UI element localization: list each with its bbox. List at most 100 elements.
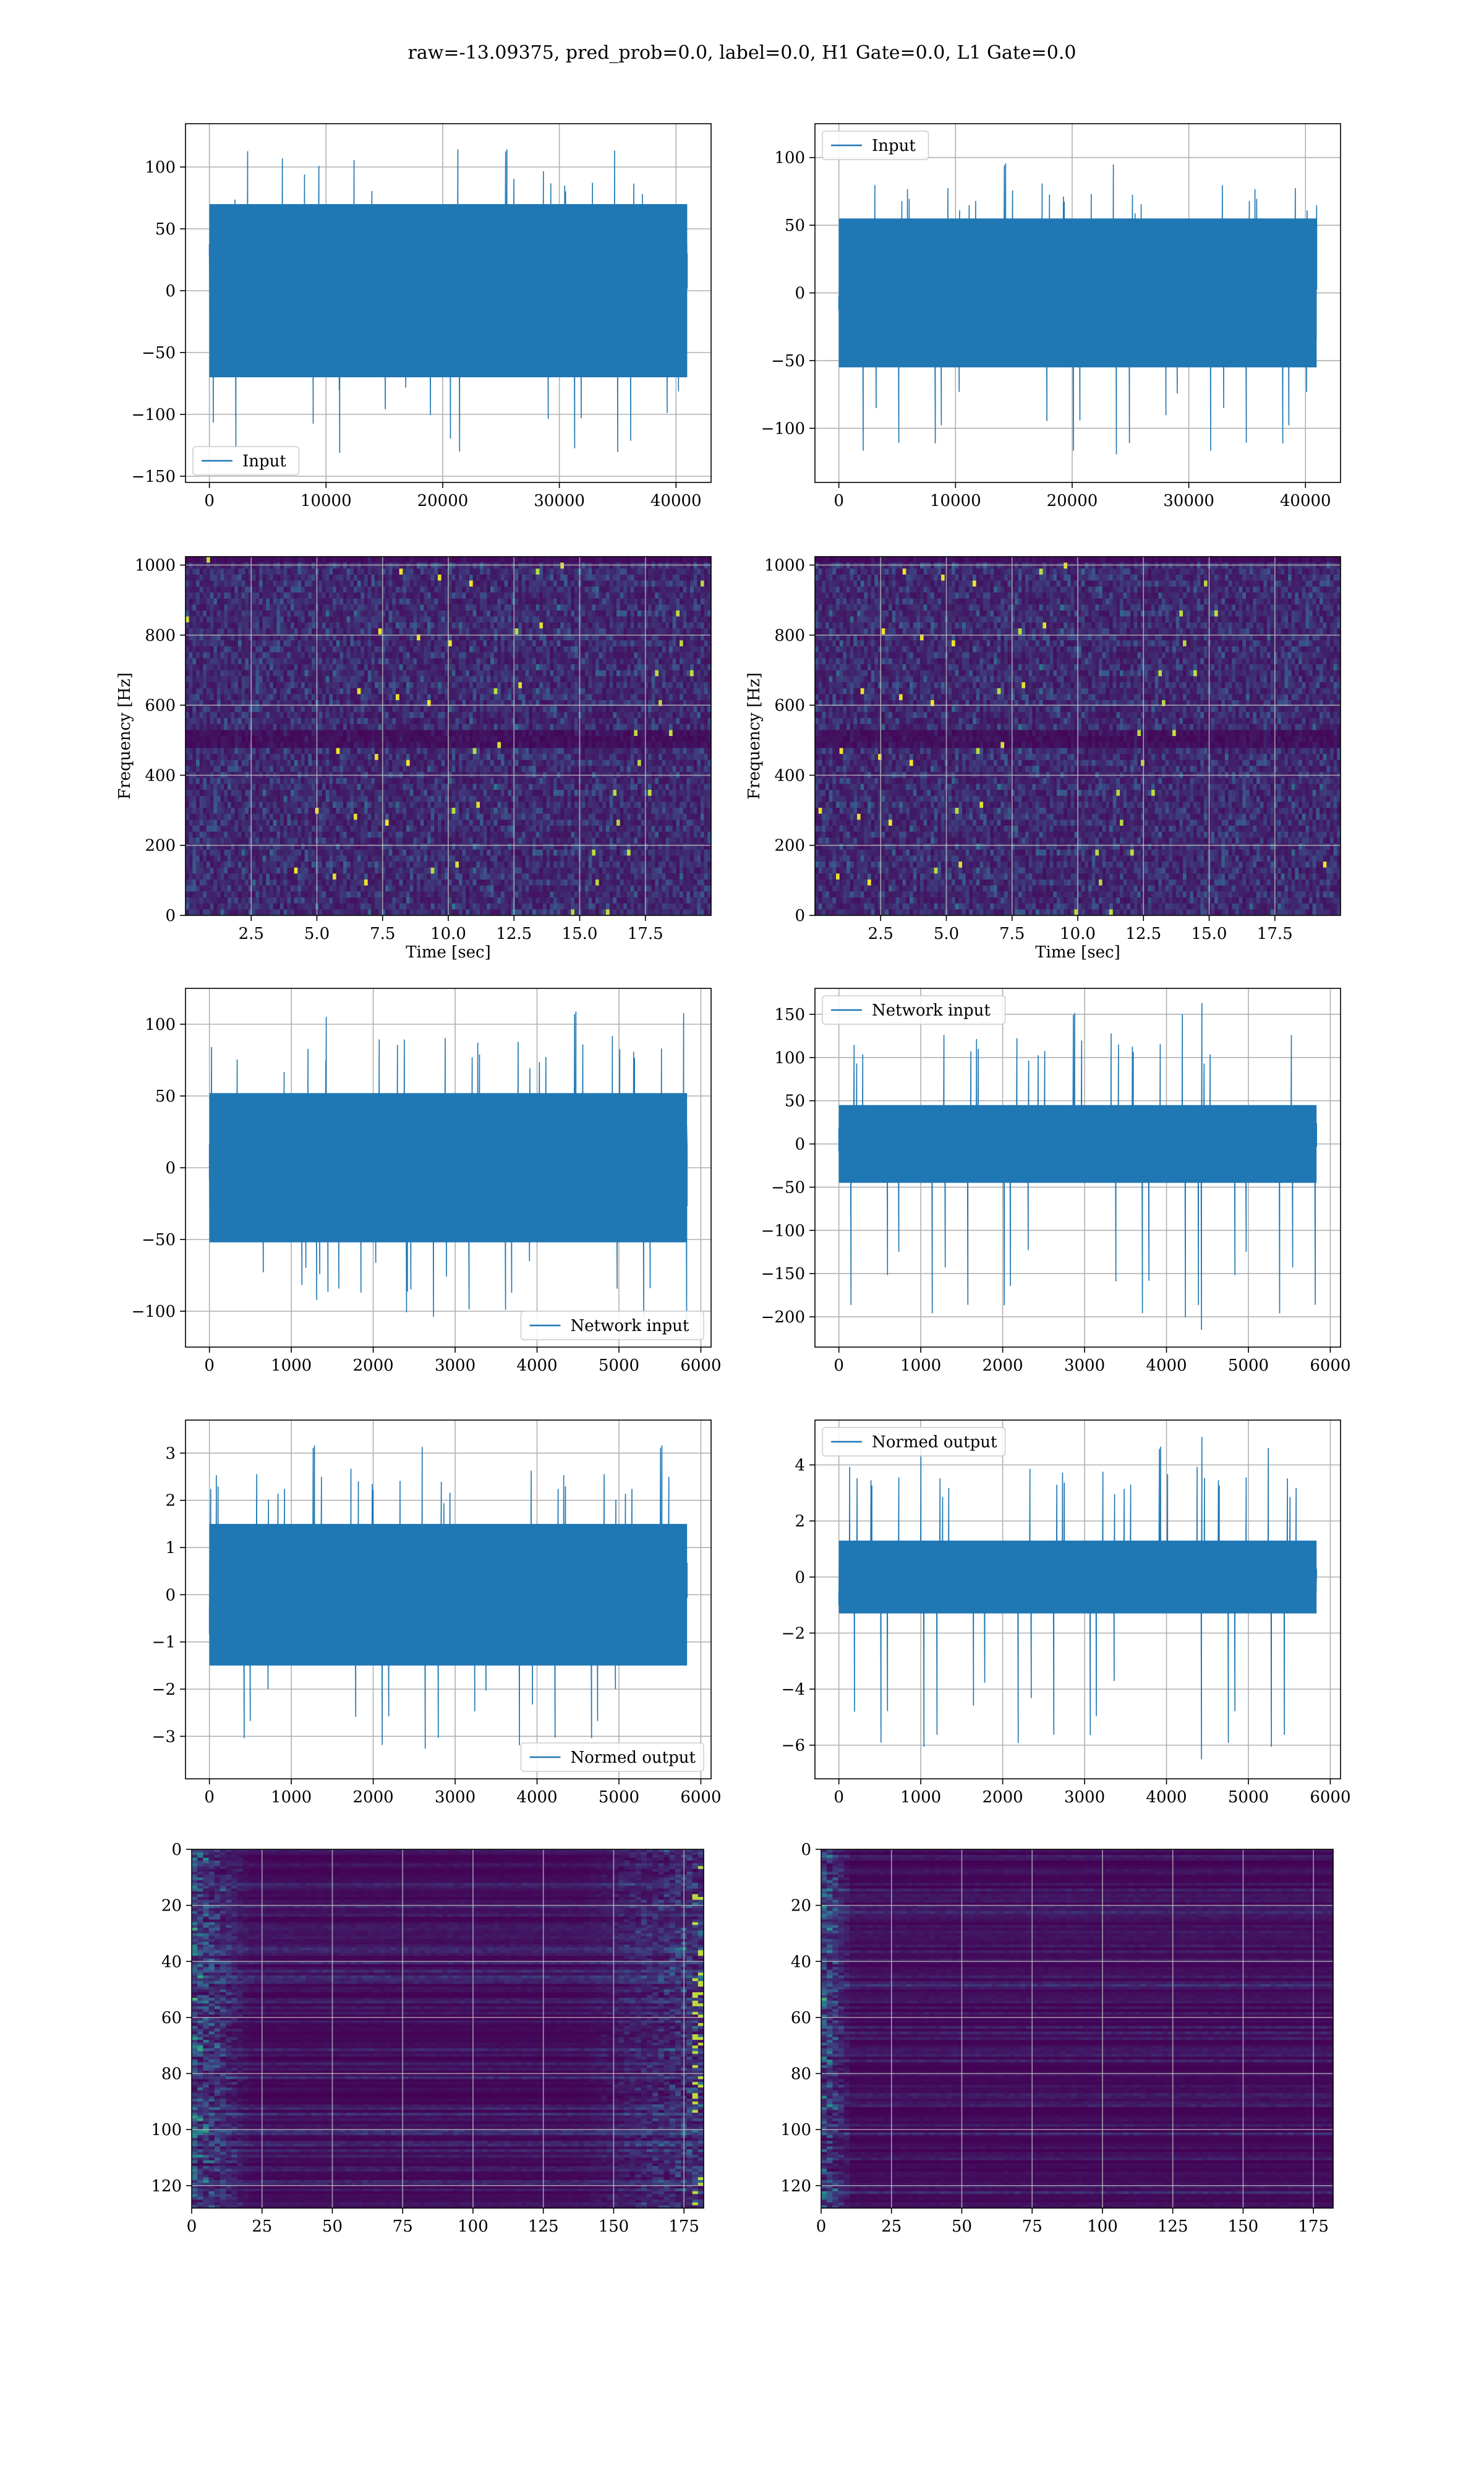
normed-output-l1-plot-area <box>815 1420 1341 1779</box>
input-l1-ytick-label: −100 <box>761 419 805 438</box>
normed-output-l1-xtick-label: 5000 <box>1228 1788 1269 1807</box>
input-l1-legend: Input <box>822 131 929 160</box>
spectrogram-l1-xlabel: Time [sec] <box>1035 943 1120 962</box>
feature-map-h1-ytick-label: 40 <box>161 1953 182 1971</box>
spectrogram-h1-xtick-label: 7.5 <box>370 925 395 943</box>
normed-output-l1-ytick-label: 0 <box>795 1569 805 1587</box>
network-input-h1-ytick-label: 100 <box>145 1016 176 1034</box>
normed-output-h1-xtick-label: 0 <box>204 1788 215 1807</box>
spectrogram-h1-xtick-label: 15.0 <box>562 925 598 943</box>
network-input-h1-xtick-label: 2000 <box>353 1356 394 1375</box>
input-l1-axes: 0 10000 20000 30000 40000 −100 −50 0 50 100 Input <box>761 123 1341 510</box>
input-l1-ytick-label: 100 <box>774 149 805 168</box>
input-h1-xtick-label: 20000 <box>417 492 469 510</box>
feature-map-l1-xtick-label: 25 <box>881 2217 902 2236</box>
input-l1-xtick-label: 40000 <box>1280 492 1331 510</box>
spectrogram-h1-ytick-label: 200 <box>145 837 176 855</box>
spectrogram-l1-xtick-label: 5.0 <box>934 925 959 943</box>
normed-output-h1-axes: 0 1000 2000 3000 4000 5000 6000 −3 −2 −1 0 1 2 3 Norme… <box>152 1419 722 1807</box>
spectrogram-h1-ytick-label: 400 <box>145 766 176 785</box>
feature-map-l1-ytick-label: 40 <box>791 1953 811 1971</box>
input-l1-xtick-label: 0 <box>834 492 844 510</box>
normed-output-l1-xtick-label: 1000 <box>900 1788 941 1807</box>
input-h1-xtick-label: 0 <box>204 492 215 510</box>
network-input-h1-ytick-label: 50 <box>155 1087 176 1106</box>
input-h1-xtick-label: 30000 <box>534 492 585 510</box>
spectrogram-h1-xtick-label: 17.5 <box>628 925 663 943</box>
input-l1-xtick-label: 20000 <box>1047 492 1098 510</box>
feature-map-h1-ytick-label: 20 <box>161 1897 182 1915</box>
feature-map-l1-ytick-label: 60 <box>791 2009 811 2027</box>
spectrogram-h1-xtick-label: 2.5 <box>239 925 264 943</box>
spectrogram-l1-xtick-label: 10.0 <box>1060 925 1096 943</box>
network-input-l1-frame <box>814 988 1341 1348</box>
input-l1-xtick-label: 30000 <box>1163 492 1214 510</box>
spectrogram-h1-ylabel: Frequency [Hz] <box>116 672 134 800</box>
normed-output-h1-ytick-label: 2 <box>165 1492 176 1510</box>
normed-output-l1-ytick-label: −4 <box>782 1680 805 1699</box>
network-input-l1-ytick-label: 0 <box>795 1136 805 1154</box>
normed-output-l1-xtick-label: 6000 <box>1310 1788 1350 1807</box>
input-l1-legend-label: Input <box>872 137 916 155</box>
normed-output-l1-legend-label: Normed output <box>872 1433 997 1452</box>
feature-map-l1-ytick-label: 120 <box>780 2177 811 2196</box>
spectrogram-l1-ylabel: Frequency [Hz] <box>745 672 764 800</box>
spectrogram-l1-ytick-label: 0 <box>795 907 805 925</box>
input-l1-xtick-label: 10000 <box>930 492 981 510</box>
normed-output-l1-axes: 0 1000 2000 3000 4000 5000 6000 −6 −4 −2 0 2 4 Normed… <box>782 1419 1351 1807</box>
feature-map-l1-xtick-label: 50 <box>952 2217 972 2236</box>
feature-map-h1-frame <box>191 1849 704 2209</box>
normed-output-h1-xtick-label: 3000 <box>435 1788 475 1807</box>
normed-output-l1-legend: Normed output <box>822 1427 1006 1457</box>
normed-output-h1-legend-label: Normed output <box>571 1748 696 1767</box>
spectrogram-h1-plot-area <box>186 557 711 915</box>
network-input-l1-xtick-label: 4000 <box>1146 1356 1187 1375</box>
normed-output-l1-xtick-label: 3000 <box>1064 1788 1105 1807</box>
network-input-l1-xtick-label: 0 <box>834 1356 844 1375</box>
normed-output-l1-xtick-label: 2000 <box>983 1788 1023 1807</box>
network-input-l1-ytick-label: −100 <box>761 1222 805 1240</box>
network-input-h1-xtick-label: 1000 <box>271 1356 312 1375</box>
spectrogram-l1-ytick-label: 400 <box>774 766 805 785</box>
network-input-h1-plot-area <box>186 988 711 1347</box>
input-h1-legend: Input <box>192 446 300 476</box>
feature-map-h1-xtick-label: 150 <box>599 2217 629 2236</box>
input-h1-ytick-label: −150 <box>132 468 176 486</box>
feature-map-l1-xtick-label: 75 <box>1022 2217 1043 2236</box>
network-input-l1-ytick-label: −50 <box>771 1178 805 1197</box>
input-h1-axes: 0 10000 20000 30000 40000 −150 −100 −50 0 50 100 In… <box>132 123 712 510</box>
spectrogram-h1-ytick-label: 1000 <box>135 557 176 575</box>
feature-map-l1-xtick-label: 175 <box>1298 2217 1329 2236</box>
network-input-l1-plot-area <box>815 988 1341 1347</box>
normed-output-h1-series-band <box>209 1523 688 1666</box>
normed-output-h1-ytick-label: 1 <box>165 1539 176 1557</box>
input-l1-ytick-label: 0 <box>795 285 805 303</box>
normed-output-l1-ytick-label: 2 <box>795 1512 805 1531</box>
network-input-h1-series-band <box>209 1093 688 1243</box>
feature-map-h1-xtick-label: 25 <box>252 2217 272 2236</box>
network-input-l1-ytick-label: −200 <box>761 1308 805 1327</box>
spectrogram-h1-xtick-label: 12.5 <box>496 925 532 943</box>
input-h1-ytick-label: 100 <box>145 158 176 177</box>
feature-map-h1-axes: 0 25 50 75 100 125 150 175 0 20 40 60 80 100 120 <box>151 1841 704 2236</box>
spectrogram-l1-ytick-label: 600 <box>774 696 805 715</box>
normed-output-h1-frame <box>185 1419 712 1779</box>
spectrogram-h1-xtick-label: 5.0 <box>304 925 330 943</box>
feature-map-l1-xtick-label: 100 <box>1087 2217 1118 2236</box>
network-input-h1-xtick-label: 3000 <box>435 1356 475 1375</box>
network-input-h1-ytick-label: 0 <box>165 1159 176 1178</box>
network-input-l1-xtick-label: 6000 <box>1310 1356 1350 1375</box>
feature-map-h1-xtick-label: 75 <box>393 2217 413 2236</box>
feature-map-l1-frame <box>821 1849 1334 2209</box>
feature-map-l1-xtick-label: 150 <box>1228 2217 1259 2236</box>
input-l1-ytick-label: 50 <box>785 216 805 235</box>
input-h1-series-band <box>209 204 688 377</box>
normed-output-h1-ytick-label: 3 <box>165 1444 176 1463</box>
network-input-l1-ytick-label: 150 <box>774 1006 805 1024</box>
spectrogram-l1-xtick-label: 2.5 <box>868 925 893 943</box>
spectrogram-l1-xtick-label: 7.5 <box>999 925 1025 943</box>
input-h1-ytick-label: −100 <box>132 406 176 424</box>
network-input-h1-ytick-label: −100 <box>132 1303 176 1321</box>
network-input-l1-xtick-label: 5000 <box>1228 1356 1269 1375</box>
normed-output-h1-ytick-label: −1 <box>152 1633 176 1652</box>
